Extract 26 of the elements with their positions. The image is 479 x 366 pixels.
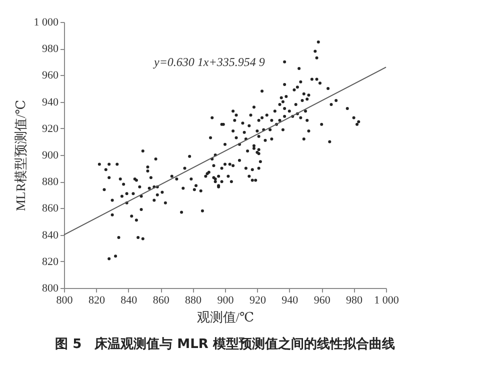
x-tick-label: 900: [217, 294, 234, 306]
y-tick-label: 940: [42, 96, 59, 108]
x-tick-label: 940: [282, 294, 299, 306]
y-tick-label: 980: [42, 43, 59, 56]
y-tick-label: 800: [42, 282, 59, 294]
x-axis-title: 观测值/℃: [196, 310, 254, 324]
x-tick-label: 960: [314, 294, 331, 306]
text: 图 5 床温观测值与 MLR 模型预测值之间的线性拟合曲线: [55, 336, 395, 352]
y-tick-label: 860: [42, 202, 59, 215]
x-tick-label: 920: [249, 294, 266, 306]
x-tick-label: 980: [346, 294, 364, 306]
x-tick-label: 840: [120, 294, 138, 306]
x-tick-label: 880: [185, 294, 202, 306]
y-tick-label: 900: [42, 150, 59, 162]
y-tick-label: 840: [42, 229, 59, 242]
y-tick-label: 920: [42, 122, 59, 135]
y-tick-label: 820: [42, 256, 59, 268]
y-tick-label: 960: [42, 70, 59, 82]
y-axis-title: MLR模型预测值/℃: [12, 100, 28, 212]
x-tick-label: 860: [152, 294, 170, 306]
y-tick-label: 880: [42, 176, 59, 188]
x-tick-label: 1 000: [374, 294, 400, 306]
y-tick-label: 1 000: [34, 16, 59, 28]
x-tick-label: 800: [56, 294, 74, 306]
annotation: y=0.630 1x+335.954 9: [153, 55, 265, 69]
x-tick-label: 820: [88, 294, 106, 306]
